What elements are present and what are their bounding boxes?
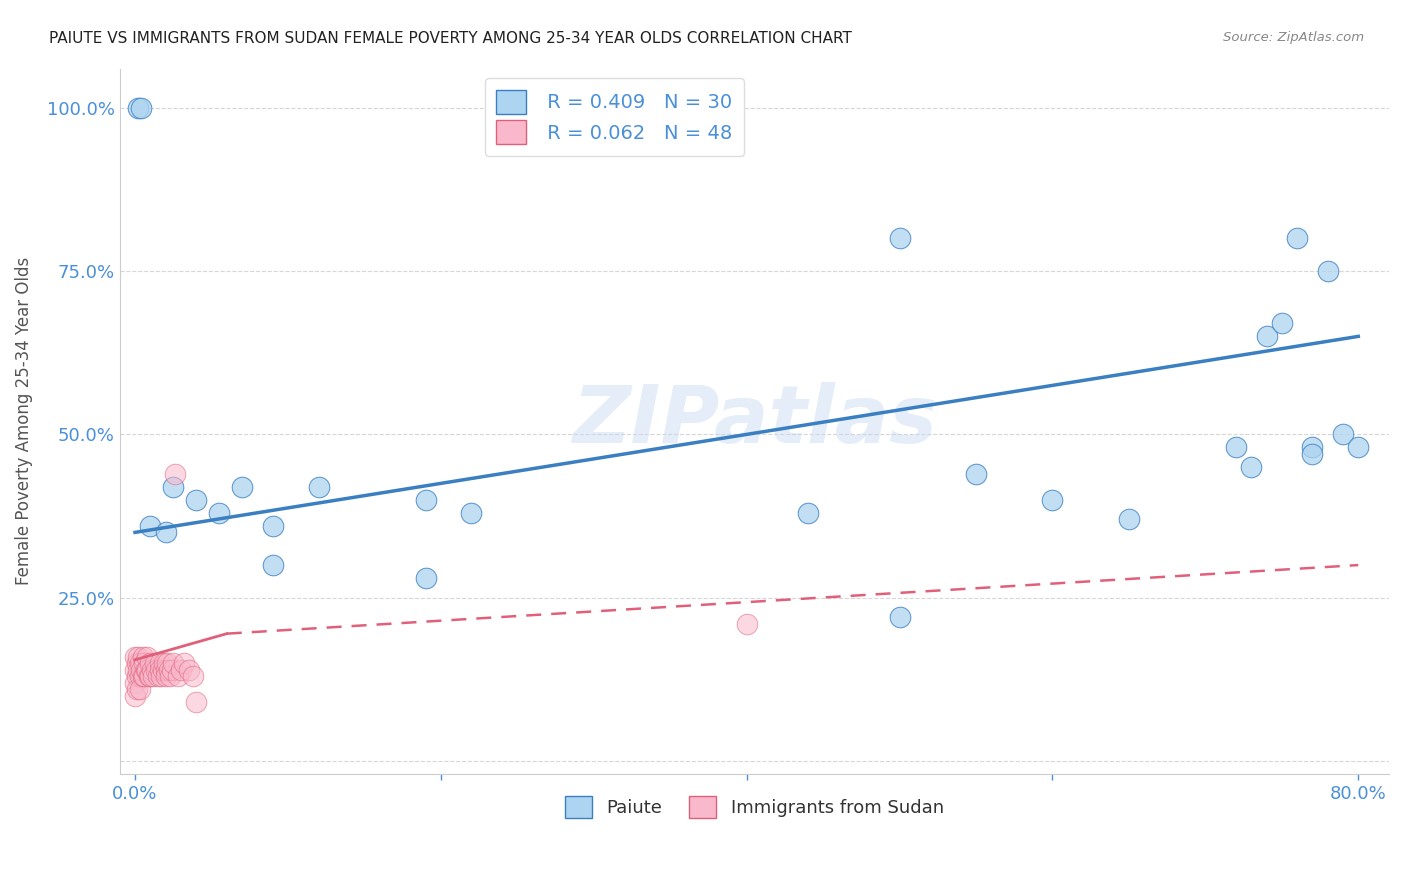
- Point: [163, 467, 186, 481]
- Point: [124, 663, 146, 677]
- Point: [177, 663, 200, 677]
- Point: [173, 656, 195, 670]
- Y-axis label: Female Poverty Among 25-34 Year Olds: Female Poverty Among 25-34 Year Olds: [15, 257, 32, 585]
- Point: [160, 663, 183, 677]
- Point: [146, 669, 169, 683]
- Point: [131, 669, 153, 683]
- Point: [148, 663, 170, 677]
- Point: [1240, 460, 1263, 475]
- Point: [128, 682, 150, 697]
- Point: [1256, 329, 1278, 343]
- Legend: Paiute, Immigrants from Sudan: Paiute, Immigrants from Sudan: [558, 789, 950, 825]
- Point: [415, 571, 437, 585]
- Point: [135, 663, 157, 677]
- Point: [1347, 441, 1369, 455]
- Point: [155, 525, 177, 540]
- Text: Source: ZipAtlas.com: Source: ZipAtlas.com: [1223, 31, 1364, 45]
- Point: [415, 492, 437, 507]
- Point: [889, 231, 911, 245]
- Point: [127, 101, 149, 115]
- Point: [145, 663, 167, 677]
- Point: [155, 663, 177, 677]
- Point: [1271, 316, 1294, 330]
- Point: [134, 656, 156, 670]
- Point: [128, 656, 150, 670]
- Point: [129, 101, 152, 115]
- Point: [124, 649, 146, 664]
- Point: [156, 656, 179, 670]
- Point: [127, 649, 149, 664]
- Point: [138, 669, 160, 683]
- Point: [124, 689, 146, 703]
- Point: [125, 682, 148, 697]
- Text: PAIUTE VS IMMIGRANTS FROM SUDAN FEMALE POVERTY AMONG 25-34 YEAR OLDS CORRELATION: PAIUTE VS IMMIGRANTS FROM SUDAN FEMALE P…: [49, 31, 852, 46]
- Point: [150, 669, 173, 683]
- Point: [139, 519, 162, 533]
- Point: [1331, 427, 1354, 442]
- Point: [162, 656, 184, 670]
- Point: [965, 467, 987, 481]
- Point: [262, 558, 284, 572]
- Point: [262, 519, 284, 533]
- Point: [1225, 441, 1247, 455]
- Point: [181, 669, 204, 683]
- Point: [1286, 231, 1309, 245]
- Point: [889, 610, 911, 624]
- Point: [136, 663, 159, 677]
- Text: ZIPatlas: ZIPatlas: [572, 383, 936, 460]
- Point: [170, 663, 193, 677]
- Point: [186, 492, 208, 507]
- Point: [159, 669, 181, 683]
- Point: [129, 663, 152, 677]
- Point: [155, 669, 177, 683]
- Point: [735, 616, 758, 631]
- Point: [124, 675, 146, 690]
- Point: [128, 669, 150, 683]
- Point: [139, 669, 162, 683]
- Point: [1042, 492, 1064, 507]
- Point: [131, 649, 153, 664]
- Point: [208, 506, 231, 520]
- Point: [797, 506, 820, 520]
- Point: [186, 695, 208, 709]
- Point: [157, 663, 180, 677]
- Point: [1301, 447, 1323, 461]
- Point: [460, 506, 482, 520]
- Point: [1316, 264, 1339, 278]
- Point: [134, 669, 156, 683]
- Point: [125, 669, 148, 683]
- Point: [231, 480, 253, 494]
- Point: [143, 656, 166, 670]
- Point: [308, 480, 330, 494]
- Point: [152, 663, 174, 677]
- Point: [139, 656, 162, 670]
- Point: [1301, 441, 1323, 455]
- Point: [127, 663, 149, 677]
- Point: [136, 649, 159, 664]
- Point: [142, 669, 165, 683]
- Point: [153, 656, 176, 670]
- Point: [148, 656, 170, 670]
- Point: [125, 656, 148, 670]
- Point: [1118, 512, 1140, 526]
- Point: [166, 669, 188, 683]
- Point: [162, 480, 184, 494]
- Point: [141, 663, 163, 677]
